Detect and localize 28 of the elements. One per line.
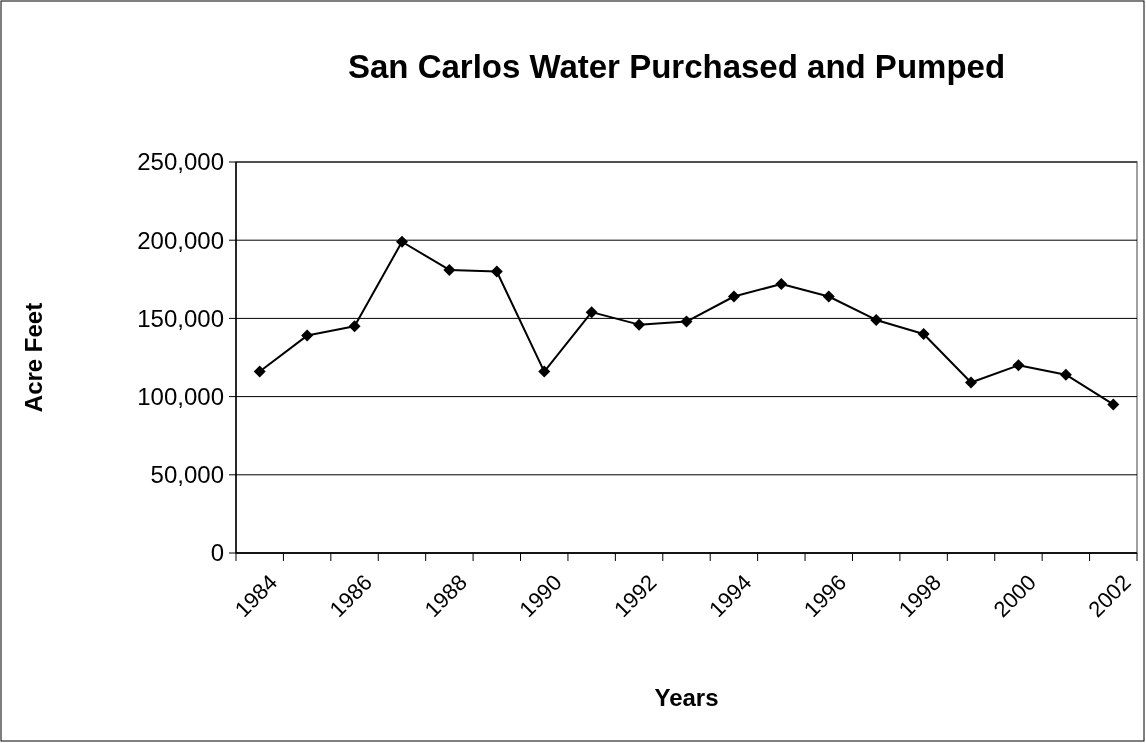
- point: [443, 263, 456, 276]
- point: [348, 320, 361, 333]
- point: [253, 365, 266, 378]
- chart-title: San Carlos Water Purchased and Pumped: [347, 48, 1006, 85]
- point: [822, 290, 835, 303]
- point: [775, 277, 788, 290]
- point: [680, 315, 693, 328]
- point: [633, 318, 646, 331]
- point: [1012, 359, 1025, 372]
- point: [727, 290, 740, 303]
- y-axis-title: Acre Feet: [20, 302, 47, 413]
- y-tick-label: 150,000: [137, 304, 224, 332]
- y-tick-label: 100,000: [137, 383, 224, 410]
- point: [1059, 368, 1072, 381]
- point: [1107, 398, 1120, 411]
- y-tick-label: 200,000: [137, 226, 224, 254]
- point: [395, 235, 408, 248]
- y-tick-label: 250,000: [137, 148, 224, 176]
- point: [490, 265, 503, 278]
- point: [538, 365, 551, 378]
- point: [301, 329, 314, 342]
- x-axis-title: Years: [654, 684, 719, 711]
- point: [585, 306, 598, 319]
- y-tick-label: 0: [210, 539, 224, 567]
- point: [917, 328, 930, 341]
- point: [870, 313, 883, 326]
- point: [965, 376, 978, 389]
- y-tick-label: 50,000: [150, 461, 224, 489]
